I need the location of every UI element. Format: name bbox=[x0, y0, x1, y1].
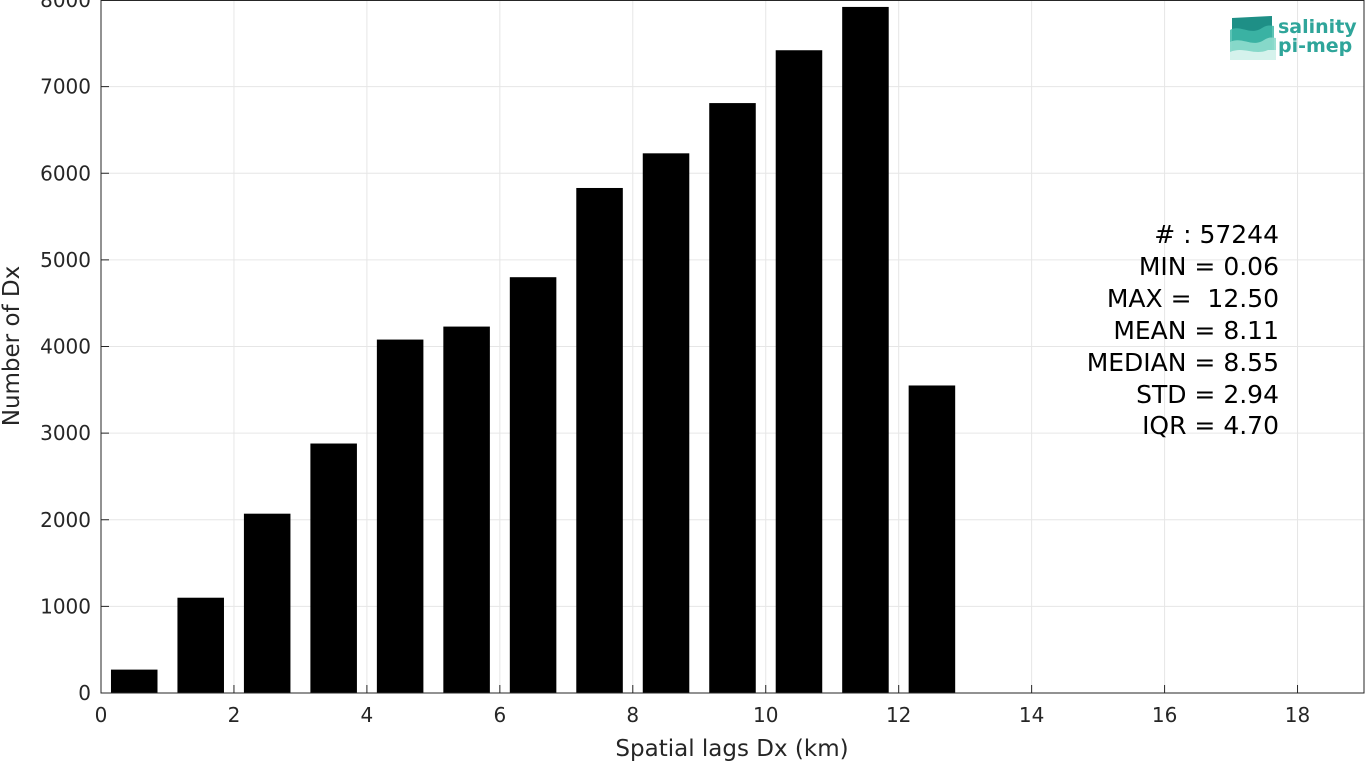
x-tick-label: 10 bbox=[753, 703, 778, 727]
x-tick-label: 8 bbox=[626, 703, 639, 727]
histogram-bar bbox=[842, 6, 889, 694]
histogram-bar bbox=[576, 187, 623, 693]
logo-text-salinity: salinity bbox=[1278, 16, 1357, 38]
salinity-pimep-logo: salinity pi-mep bbox=[1230, 16, 1357, 60]
x-tick-label: 2 bbox=[228, 703, 241, 727]
stat-mean: MEAN = 8.11 bbox=[1113, 316, 1279, 345]
y-tick-label: 2000 bbox=[40, 508, 91, 532]
histogram-bar bbox=[709, 103, 756, 694]
histogram-bar bbox=[376, 339, 424, 693]
histogram-bar bbox=[443, 326, 490, 693]
stat-median: MEDIAN = 8.55 bbox=[1087, 348, 1279, 377]
y-tick-label: 8000 bbox=[40, 0, 91, 12]
x-axis-label: Spatial lags Dx (km) bbox=[615, 736, 848, 762]
histogram-bar bbox=[509, 277, 557, 693]
y-tick-label: 6000 bbox=[40, 161, 91, 185]
histogram-bar bbox=[775, 50, 823, 694]
histogram-bar bbox=[110, 669, 158, 693]
histogram-bar bbox=[177, 597, 224, 693]
x-tick-label: 18 bbox=[1285, 703, 1310, 727]
y-tick-label: 0 bbox=[78, 681, 91, 705]
stats-box: # : 57244 MIN = 0.06 MAX = 12.50 MEAN = … bbox=[1087, 220, 1279, 440]
x-tick-label: 12 bbox=[886, 703, 911, 727]
y-tick-label: 4000 bbox=[40, 335, 91, 359]
x-tick-label: 16 bbox=[1152, 703, 1177, 727]
tick-labels: 0 2 4 6 8 10 12 14 16 18 0 1000 2000 3000 4000 5000 6000… bbox=[40, 0, 1310, 727]
x-tick-label: 0 bbox=[95, 703, 108, 727]
histogram-bar bbox=[642, 153, 690, 694]
logo-text-pimep: pi-mep bbox=[1278, 35, 1352, 57]
tick-marks bbox=[100, 0, 1299, 694]
y-tick-label: 1000 bbox=[40, 594, 91, 618]
y-tick-label: 3000 bbox=[40, 421, 91, 445]
stat-iqr: IQR = 4.70 bbox=[1142, 411, 1279, 440]
histogram-bar bbox=[310, 443, 357, 693]
bars-group bbox=[110, 6, 956, 694]
stat-max: MAX = 12.50 bbox=[1107, 284, 1279, 313]
y-tick-label: 7000 bbox=[40, 75, 91, 99]
salinity-waves-logo-icon bbox=[1230, 16, 1276, 60]
histogram-bar bbox=[243, 513, 291, 693]
stat-count: # : 57244 bbox=[1154, 220, 1279, 249]
stat-std: STD = 2.94 bbox=[1136, 380, 1279, 409]
y-tick-label: 5000 bbox=[40, 248, 91, 272]
x-tick-label: 6 bbox=[493, 703, 506, 727]
stat-min: MIN = 0.06 bbox=[1139, 252, 1279, 281]
x-tick-label: 4 bbox=[361, 703, 374, 727]
y-axis-label: Number of Dx bbox=[0, 266, 25, 427]
histogram-bar bbox=[908, 385, 956, 693]
x-tick-label: 14 bbox=[1019, 703, 1044, 727]
